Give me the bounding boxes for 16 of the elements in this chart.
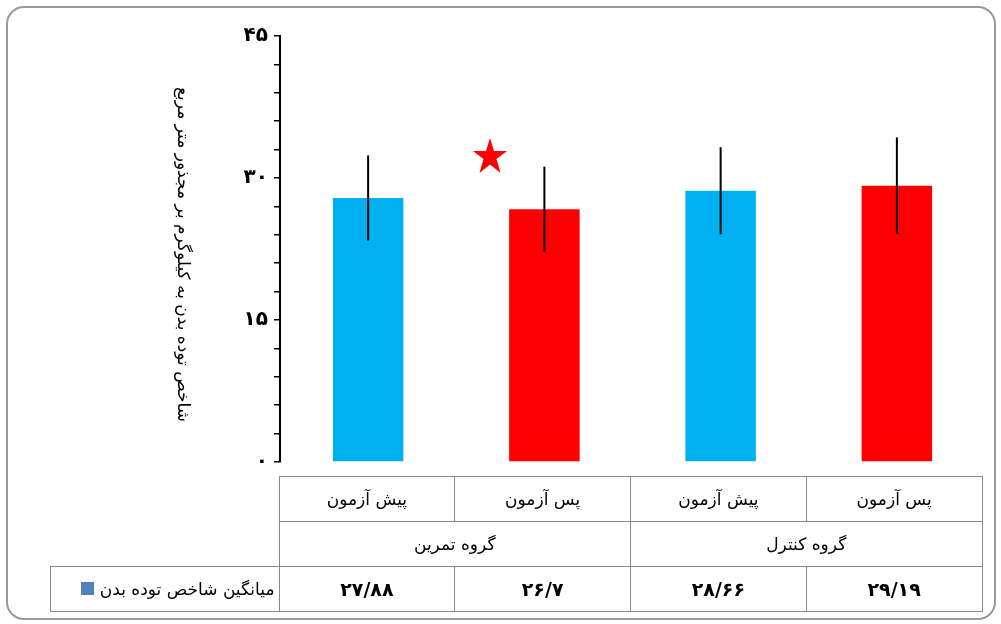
- x-tick-label: پس آزمون: [806, 476, 982, 522]
- text: میانگین شاخص توده بدن: [50, 566, 279, 612]
- data-label: ۲۸/۶۶: [630, 566, 807, 612]
- y-tick-label: ۱۵: [243, 306, 268, 331]
- x-tick-label: پیش آزمون: [279, 476, 455, 522]
- x-tick-label: پیش آزمون: [630, 476, 807, 522]
- data-label: ۲۶/۷: [454, 566, 631, 612]
- y-tick-label: ۴۵: [243, 22, 268, 47]
- x-tick-label: پس آزمون: [454, 476, 631, 522]
- data-label: ۲۹/۱۹: [806, 566, 982, 612]
- y-axis-title: شاخص توده بدن به کیلوگرم بر مجذور متر مربع: [172, 86, 194, 425]
- y-tick-label: ۳۰: [243, 164, 268, 189]
- y-tick-label: ۰: [255, 448, 268, 473]
- text: گروه تمرین: [279, 521, 631, 567]
- data-label: ۲۷/۸۸: [279, 566, 455, 612]
- text: گروه کنترل: [630, 521, 982, 567]
